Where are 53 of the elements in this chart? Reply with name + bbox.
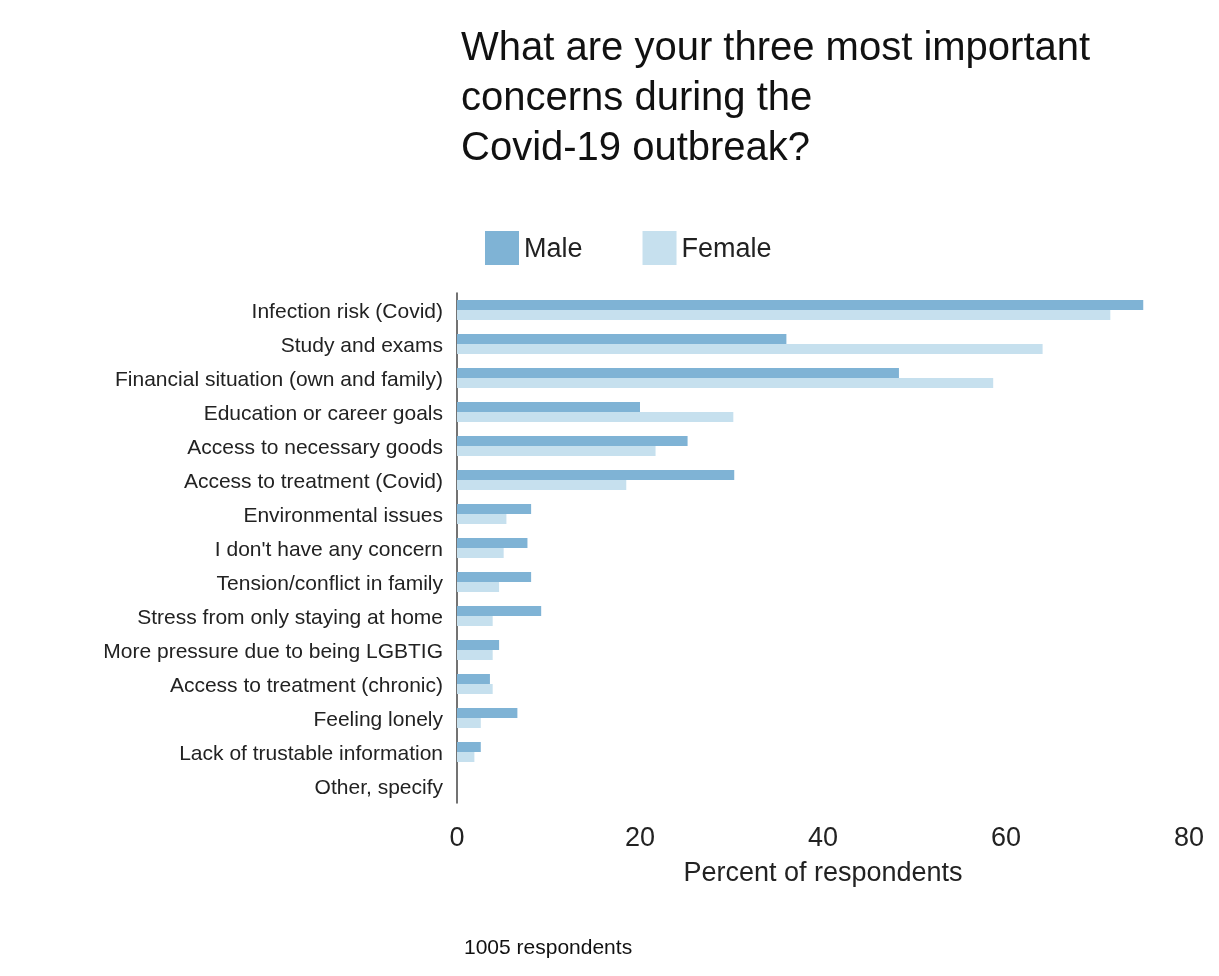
y-tick-label: Stress from only staying at home — [137, 604, 443, 628]
y-tick-label: I don't have any concern — [214, 536, 443, 560]
bar — [457, 412, 734, 422]
bar — [457, 718, 481, 728]
bar — [457, 616, 493, 626]
bar — [457, 752, 475, 762]
x-tick-label: 20 — [624, 821, 656, 852]
bar — [457, 344, 1043, 354]
legend-label: Male — [524, 233, 583, 263]
bar — [457, 650, 493, 660]
bar — [457, 640, 500, 650]
x-axis-title: Percent of respondents — [683, 856, 963, 887]
y-tick-label: Lack of trustable information — [179, 740, 443, 764]
y-tick-label: Environmental issues — [243, 502, 443, 526]
bar — [457, 684, 493, 694]
y-tick-label: Feeling lonely — [313, 706, 444, 730]
bar — [457, 378, 994, 388]
bar — [457, 402, 640, 412]
bar — [457, 300, 1144, 310]
y-tick-label: Access to treatment (Covid) — [183, 468, 443, 492]
bar — [457, 504, 532, 514]
y-tick-label: Access to treatment (chronic) — [169, 672, 443, 696]
bar — [457, 470, 735, 480]
y-tick-label: Study and exams — [280, 332, 443, 356]
x-tick-label: 0 — [449, 821, 465, 852]
y-tick-label: Other, specify — [314, 774, 444, 798]
bar — [457, 606, 542, 616]
bar — [457, 582, 500, 592]
bar — [457, 446, 656, 456]
y-tick-label: Tension/conflict in family — [216, 570, 444, 594]
bar — [457, 708, 518, 718]
bar — [457, 674, 490, 684]
bar — [457, 368, 899, 378]
y-tick-label: Access to necessary goods — [187, 434, 443, 458]
chart-title: What are your three most important concerns during the Covid-19 outbreak? — [461, 24, 1091, 168]
legend-label: Female — [681, 233, 772, 263]
bar — [457, 310, 1111, 320]
bar — [457, 480, 627, 490]
bar — [457, 572, 532, 582]
bar — [457, 742, 481, 752]
y-tick-label: Infection risk (Covid) — [251, 298, 443, 322]
y-tick-label: More pressure due to being LGBTIG — [103, 638, 443, 662]
text: 1005 respondents — [464, 935, 633, 958]
x-tick-label: 60 — [990, 821, 1022, 852]
x-tick-label: 40 — [807, 821, 839, 852]
y-tick-label: Education or career goals — [203, 400, 443, 424]
bar — [457, 538, 528, 548]
bar — [457, 436, 688, 446]
bar — [457, 548, 504, 558]
bar — [457, 334, 787, 344]
x-tick-label: 80 — [1173, 821, 1205, 852]
y-tick-label: Financial situation (own and family) — [115, 366, 443, 390]
bar — [457, 514, 507, 524]
